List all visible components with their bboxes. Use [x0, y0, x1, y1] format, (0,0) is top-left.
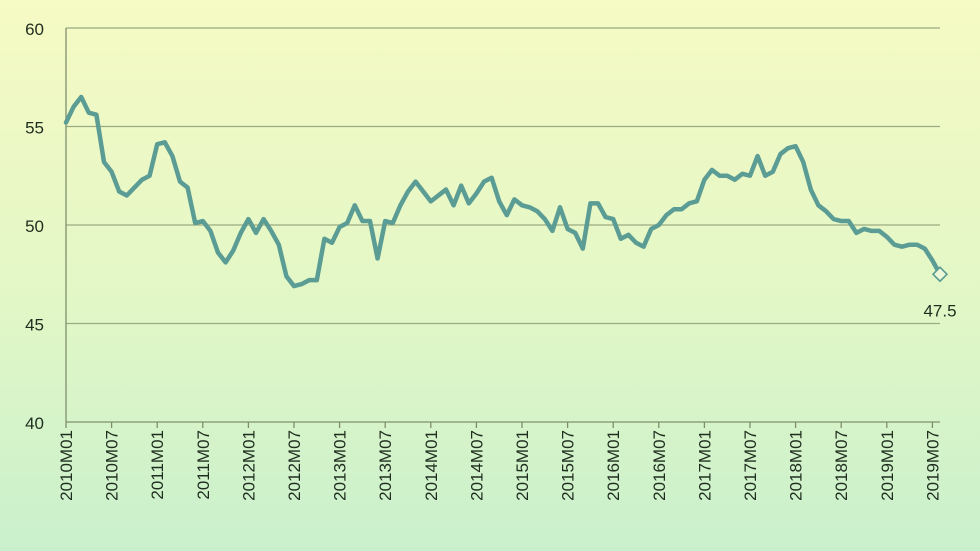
gridlines [66, 27, 940, 423]
y-tick-label: 45 [25, 316, 44, 335]
x-tick-label: 2012M01 [239, 430, 258, 501]
x-tick-label: 2011M01 [148, 430, 167, 500]
y-tick-label: 55 [25, 119, 44, 138]
end-point-marker [931, 266, 949, 283]
x-tick-label: 2013M01 [331, 430, 350, 501]
x-axis: 2010M01 2010M07 2011M01 2011M07 2012M01 2012M… [57, 422, 942, 501]
x-tick-label: 2019M01 [878, 430, 897, 501]
y-tick-label: 50 [25, 217, 44, 236]
y-axis: 40 45 50 55 60 [25, 20, 67, 433]
x-tick-label: 2011M07 [194, 430, 213, 500]
x-tick-label: 2015M07 [559, 430, 578, 501]
x-tick-label: 2013M07 [376, 430, 395, 501]
x-tick-label: 2010M07 [103, 430, 122, 501]
x-tick-label: 2017M01 [695, 430, 714, 501]
y-tick-label: 40 [25, 414, 44, 433]
series-line [63, 94, 943, 289]
x-tick-label: 2016M07 [650, 430, 669, 501]
x-tick-label: 2012M07 [285, 430, 304, 501]
x-tick-label: 2015M01 [513, 430, 532, 501]
series-layer [63, 94, 949, 289]
x-tick-label: 2019M07 [923, 430, 942, 501]
y-tick-label: 60 [25, 20, 44, 39]
x-tick-label: 2018M01 [787, 430, 806, 501]
x-tick-label: 2014M07 [467, 430, 486, 501]
x-tick-label: 2010M01 [57, 430, 76, 501]
x-tick-label: 2018M07 [832, 430, 851, 501]
x-tick-label: 2016M01 [604, 430, 623, 501]
x-tick-label: 2017M07 [741, 430, 760, 501]
x-tick-label: 2014M01 [422, 430, 441, 501]
end-value-label: 47.5 [923, 301, 956, 320]
